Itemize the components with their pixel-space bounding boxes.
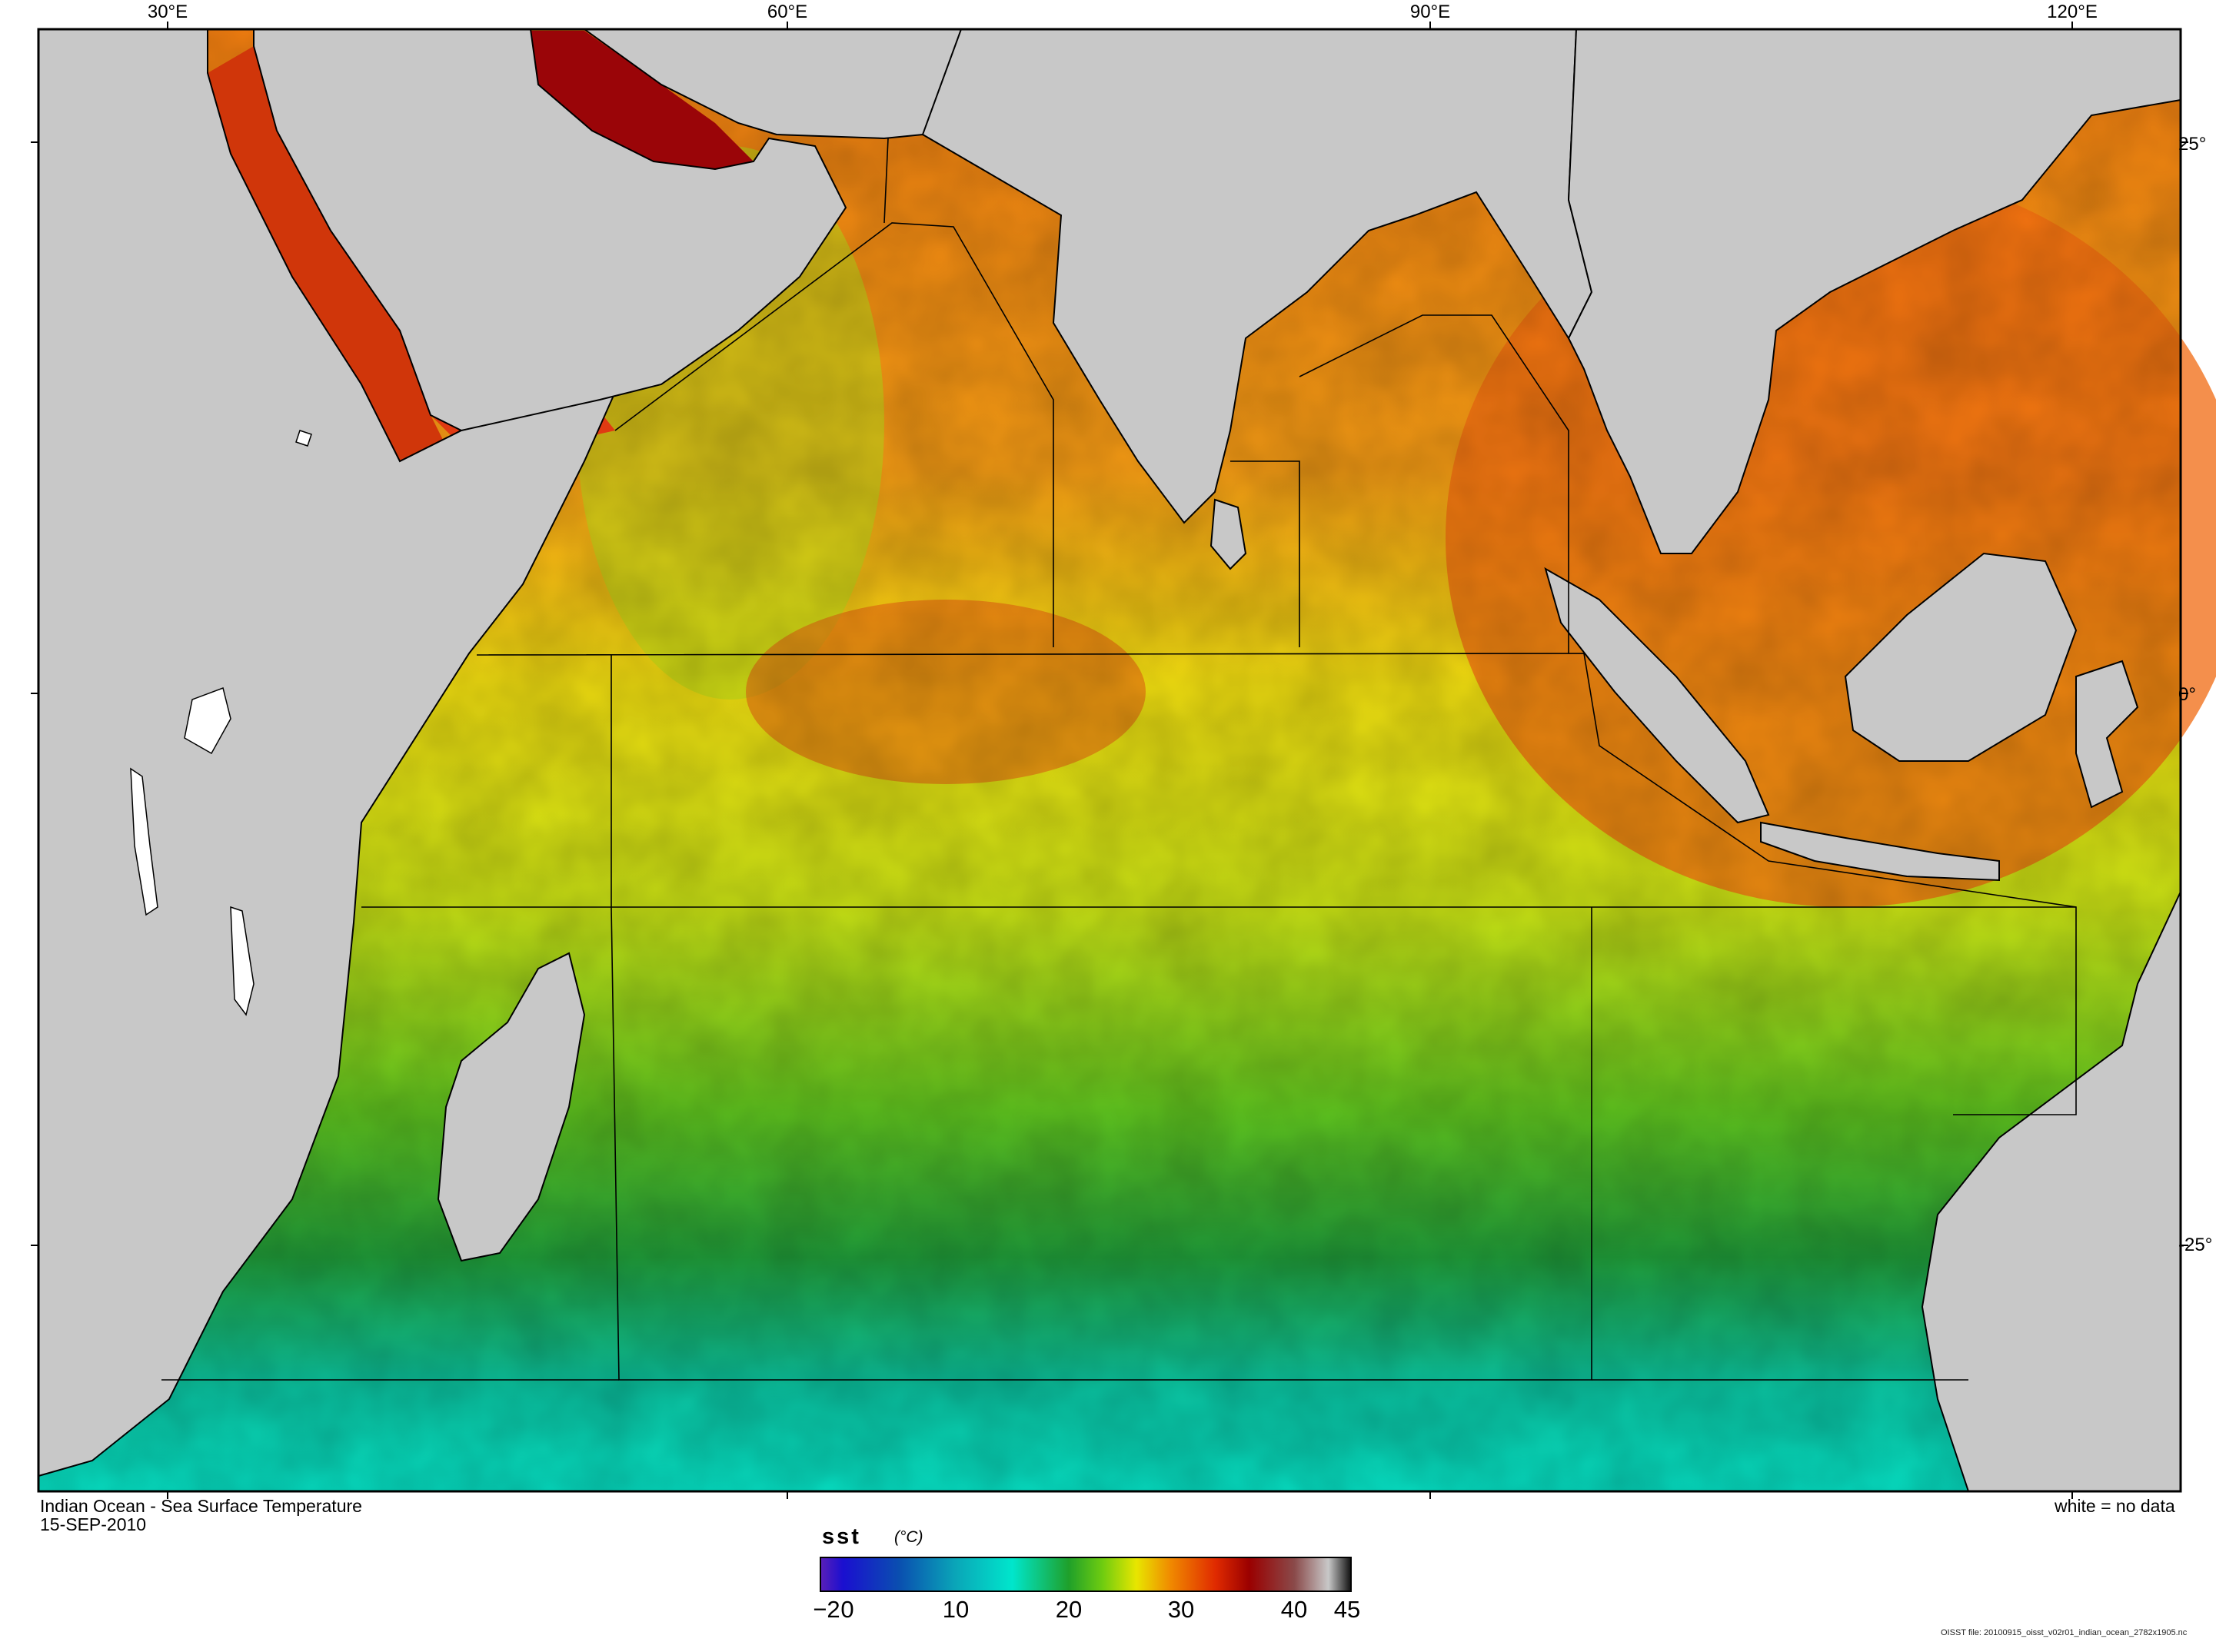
equator-box <box>476 653 2077 1115</box>
sri-lanka <box>1209 498 1247 570</box>
southeast-asia <box>1567 28 2181 554</box>
bay-of-bengal-box-west <box>1230 460 1300 647</box>
map-title: Indian Ocean - Sea Surface Temperature <box>40 1496 362 1516</box>
longitude-label-30e: 30°E <box>147 2 188 22</box>
lake-victoria <box>184 687 231 755</box>
colorbar-tick: 20 <box>1055 1596 1083 1623</box>
lake-malawi <box>230 906 255 1016</box>
bay-of-bengal-box <box>1299 314 1569 653</box>
java <box>1760 821 2000 882</box>
colorbar-tick: 45 <box>1333 1596 1361 1623</box>
map-frame <box>37 28 2216 1493</box>
lake-tana <box>295 430 312 447</box>
colorbar-unit: (°C) <box>894 1528 923 1546</box>
longitude-label-90e: 90°E <box>1409 2 1451 22</box>
colorbar-tick: 40 <box>1280 1596 1308 1623</box>
longitude-label-60e: 60°E <box>767 2 808 22</box>
land <box>38 28 2181 1492</box>
colorbar <box>820 1557 1352 1592</box>
madagascar <box>437 952 586 1262</box>
arabian-sea-box <box>614 222 1054 647</box>
colorbar-tick: 10 <box>942 1596 970 1623</box>
africa <box>38 28 617 1477</box>
longitude-label-120e: 120°E <box>2047 2 2098 22</box>
arabian-sea-box-top <box>883 138 889 224</box>
map-border <box>37 28 2182 1493</box>
no-data-note: white = no data <box>2055 1496 2175 1516</box>
persian-gulf <box>531 31 754 169</box>
region-boundaries <box>161 138 2077 1381</box>
colorbar-tick: −2 <box>813 1596 840 1623</box>
axis-ticks <box>31 22 2188 1499</box>
lake-tanganyika <box>130 767 158 916</box>
sumatra <box>1544 567 1770 824</box>
sulawesi <box>2075 660 2139 809</box>
latitude-label-25s: -25° <box>2178 1235 2213 1255</box>
no-data-areas <box>130 430 312 1016</box>
borneo <box>1844 552 2078 762</box>
colorbar-variable: sst <box>822 1524 861 1549</box>
latitude-label-0: 0° <box>2178 684 2196 705</box>
file-note: OISST file: 20100915_oisst_v02r01_indian… <box>1941 1628 2188 1637</box>
latitude-label-25n: 25° <box>2178 134 2207 155</box>
colorbar-bar <box>820 1557 1352 1592</box>
colorbar-tick: 0 <box>840 1596 854 1623</box>
map-date: 15-SEP-2010 <box>40 1514 147 1534</box>
red-sea <box>208 46 454 461</box>
colorbar-tick: 30 <box>1167 1596 1195 1623</box>
arabian-peninsula <box>253 28 847 432</box>
